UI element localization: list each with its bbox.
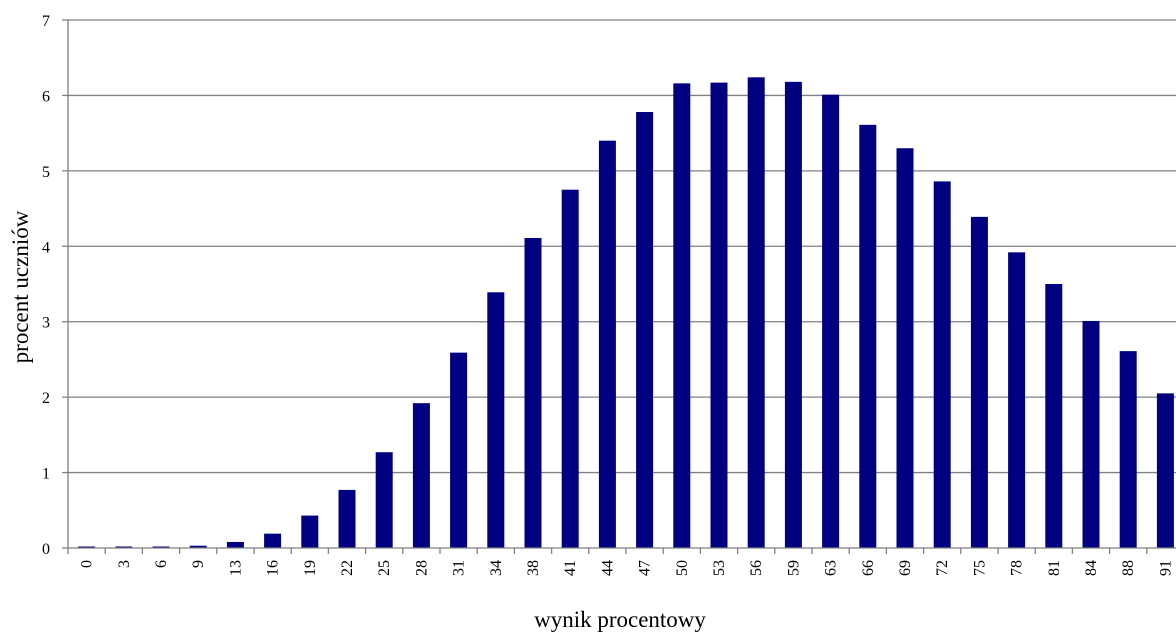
bar	[636, 112, 654, 548]
bar	[710, 82, 728, 548]
bar	[338, 489, 356, 548]
bar	[226, 541, 244, 548]
x-tick-label: 34	[488, 560, 505, 576]
bar	[598, 140, 616, 548]
bar	[933, 181, 951, 548]
bar	[115, 546, 133, 548]
y-tick-label: 0	[42, 541, 50, 558]
bar	[375, 452, 393, 548]
x-axis-title: wynik procentowy	[534, 607, 706, 632]
x-tick-label: 22	[339, 560, 356, 576]
y-tick-label: 5	[42, 164, 50, 181]
x-tick-label: 13	[227, 560, 244, 576]
y-tick-label: 4	[42, 239, 50, 256]
x-tick-label: 59	[785, 560, 802, 576]
y-tick-label: 6	[42, 88, 50, 105]
x-tick-label: 25	[376, 560, 393, 576]
bars	[78, 77, 1174, 549]
x-tick-label: 9	[190, 560, 207, 568]
x-tick-label: 44	[599, 560, 616, 576]
x-tick-label: 91	[1157, 560, 1174, 576]
x-tick-label: 75	[971, 560, 988, 576]
x-tick-label: 19	[302, 560, 319, 576]
x-tick-label: 3	[116, 560, 133, 568]
bar	[524, 237, 542, 548]
bar	[301, 515, 319, 548]
bar	[747, 77, 765, 548]
bar	[1119, 351, 1137, 548]
bar	[412, 403, 430, 548]
bar	[152, 546, 170, 548]
bar	[1156, 393, 1174, 548]
x-tick-label: 0	[79, 560, 96, 568]
x-tick-labels: 0 3 6 9 13 16 19 22 25 28 31 34 38 41 44 47 50 53 56 59 63 66…	[79, 560, 1175, 576]
x-tick-label: 38	[525, 560, 542, 576]
bar	[189, 545, 207, 548]
x-tick-label: 63	[823, 560, 840, 576]
bar	[859, 124, 877, 549]
axes	[62, 19, 1176, 554]
y-tick-label: 2	[42, 390, 50, 407]
x-tick-label: 16	[265, 560, 282, 576]
bar	[561, 189, 579, 548]
bar	[450, 352, 468, 548]
x-tick-label: 41	[562, 560, 579, 576]
x-tick-label: 6	[153, 560, 170, 568]
x-tick-label: 72	[934, 560, 951, 576]
bar	[1045, 284, 1063, 548]
bar	[264, 533, 282, 548]
x-tick-label: 66	[860, 560, 877, 576]
x-tick-label: 81	[1046, 560, 1063, 576]
bar	[970, 216, 988, 548]
y-tick-label: 3	[42, 315, 50, 332]
x-tick-label: 78	[1009, 560, 1026, 576]
y-tick-label: 1	[42, 466, 50, 483]
y-tick-labels: 0 1 2 3 4 5 6 7	[42, 13, 50, 558]
bar	[673, 83, 691, 549]
bar	[822, 94, 840, 548]
x-tick-label: 50	[674, 560, 691, 576]
bar	[1082, 320, 1100, 548]
x-tick-label: 53	[711, 560, 728, 576]
x-tick-label: 84	[1083, 560, 1100, 576]
y-tick-label: 7	[42, 13, 50, 30]
bar	[784, 81, 802, 548]
x-tick-label: 69	[897, 560, 914, 576]
bar	[896, 148, 914, 548]
x-tick-label: 88	[1120, 560, 1137, 576]
gridlines	[68, 19, 1176, 474]
bar	[487, 292, 505, 548]
x-tick-label: 31	[451, 560, 468, 576]
x-tick-label: 56	[748, 560, 765, 576]
bar	[78, 546, 96, 548]
bar	[1008, 252, 1026, 548]
x-tick-label: 47	[637, 560, 654, 576]
x-tick-label: 28	[413, 560, 430, 576]
y-axis-title: procent uczniów	[8, 210, 33, 363]
